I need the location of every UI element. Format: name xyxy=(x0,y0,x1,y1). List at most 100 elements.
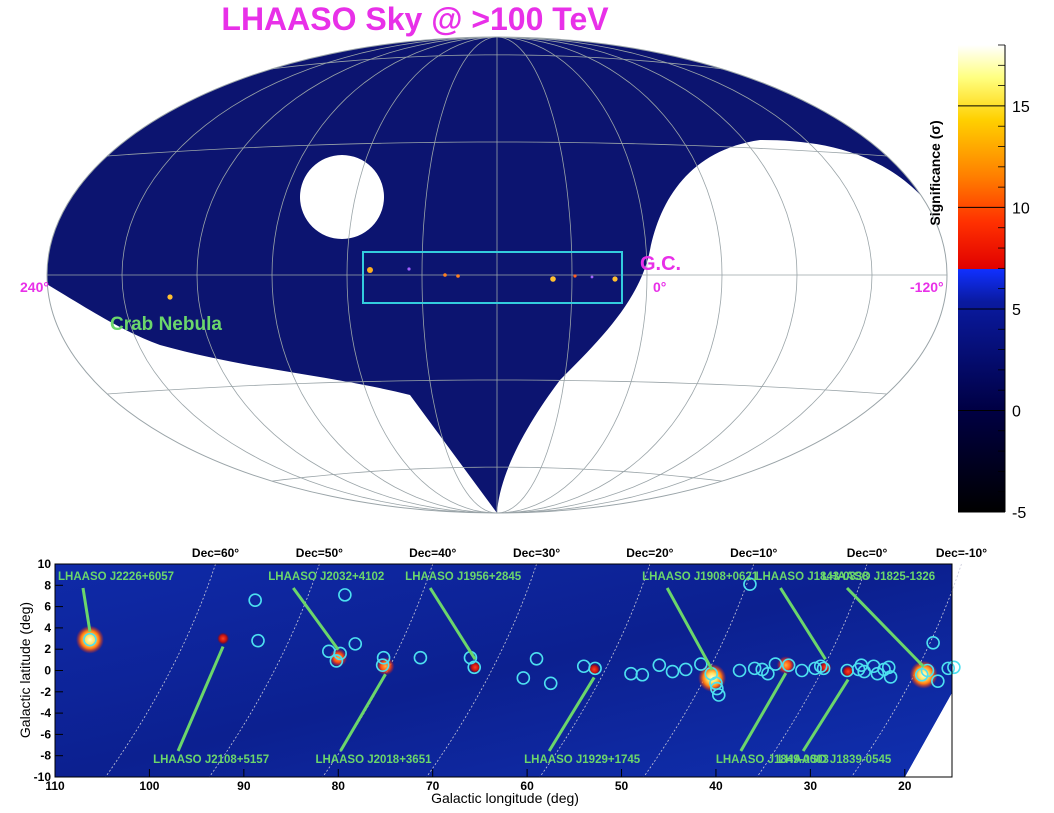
catalog-circle xyxy=(543,676,558,691)
catalog-circle xyxy=(678,662,693,677)
catalog-circle xyxy=(516,671,531,685)
declination-labels: Dec=60° Dec=50° Dec=40° Dec=30° Dec=20° Dec=1… xyxy=(192,546,987,560)
colorbar-label: Significance (σ) xyxy=(927,120,943,225)
source-label: LHAASO J1908+0621 xyxy=(642,571,759,583)
source-leader-line xyxy=(801,678,850,752)
source-leader-line xyxy=(547,676,596,752)
y-tick-label: -8 xyxy=(40,749,51,763)
catalog-circle xyxy=(813,659,828,674)
colorbar-tick-label: 0 xyxy=(1012,403,1021,420)
source-leader-line xyxy=(339,673,387,752)
catalog-circle xyxy=(529,651,544,666)
declination-label: Dec=50° xyxy=(296,546,343,560)
unobserved-region-east xyxy=(497,140,947,513)
source-labels: LHAASO J2226+6057 LHAASO J2108+5157 LHAASO… xyxy=(58,571,935,766)
source-hotspot xyxy=(469,661,482,674)
y-axis-label: Galactic latitude (deg) xyxy=(17,602,33,738)
declination-line xyxy=(643,563,755,778)
source-label: LHAASO J1956+2845 xyxy=(405,571,522,583)
source-leader-line xyxy=(176,645,225,752)
unobserved-hole xyxy=(300,155,384,239)
declination-label: Dec=10° xyxy=(730,546,777,560)
colorbar-tick-label: 10 xyxy=(1012,200,1030,217)
catalog-circle xyxy=(711,688,726,702)
sky-outline xyxy=(46,36,948,514)
sky-map-title: LHAASO Sky @ >100 TeV xyxy=(221,1,609,37)
y-tick-label: 10 xyxy=(38,557,52,571)
sky-source xyxy=(590,275,594,279)
catalog-circle xyxy=(83,632,97,647)
catalog-circle xyxy=(467,660,482,675)
catalog-circles xyxy=(83,577,961,702)
catalog-circle xyxy=(348,637,363,651)
catalog-circle xyxy=(376,650,391,665)
x-axis-ticks: 110 100 90 80 70 60 50 40 30 20 xyxy=(45,769,912,793)
catalog-circle xyxy=(947,660,961,675)
plane-unobserved xyxy=(905,693,952,777)
catalog-circle xyxy=(333,646,347,661)
x-tick-label: 60 xyxy=(520,779,534,793)
catalog-circle xyxy=(761,666,775,681)
declination-line xyxy=(209,563,320,778)
catalog-circle xyxy=(883,670,898,684)
sky-source xyxy=(407,267,411,271)
catalog-circle xyxy=(635,667,650,682)
catalog-circle xyxy=(338,588,352,602)
declination-line xyxy=(426,563,537,778)
declination-line xyxy=(105,563,216,778)
catalog-circle xyxy=(413,650,428,665)
sky-parallel xyxy=(107,379,887,395)
lon-label-minus120: -120° xyxy=(910,279,944,295)
catalog-circle xyxy=(870,666,885,681)
declination-label: Dec=-10° xyxy=(936,546,987,560)
crab-nebula-label: Crab Nebula xyxy=(110,314,222,335)
catalog-circle xyxy=(926,636,940,650)
source-leader-line xyxy=(292,587,340,651)
y-axis-ticks: 10 8 6 4 2 0 -2 -4 -6 -8 -10 xyxy=(34,557,63,784)
x-tick-label: 70 xyxy=(426,779,440,793)
catalog-circle xyxy=(694,657,708,671)
source-leader-line xyxy=(779,587,827,661)
colorbar: -5 0 5 10 15 Significance (σ) xyxy=(927,44,1030,522)
source-label: LHAASO J2108+5157 xyxy=(153,754,269,766)
source-label: LHAASO J2018+3651 xyxy=(315,754,432,766)
catalog-circle xyxy=(588,661,602,676)
source-label: LHAASO J1849-0003 xyxy=(716,754,829,766)
declination-label: Dec=30° xyxy=(513,546,560,560)
colorbar-tick-label: 15 xyxy=(1012,99,1030,116)
crab-nebula-source xyxy=(167,294,173,300)
sky-source xyxy=(612,276,618,282)
y-tick-label: -6 xyxy=(40,727,51,741)
source-label: LHAASO J1843-0338 xyxy=(755,571,869,583)
declination-line xyxy=(539,563,651,778)
gc-label: G.C. xyxy=(640,253,681,275)
sky-source xyxy=(550,276,556,282)
galactic-plane-box xyxy=(362,251,623,304)
catalog-circle xyxy=(329,654,344,668)
sky-source xyxy=(573,274,577,278)
sky-graticule xyxy=(47,37,947,513)
source-leader-line xyxy=(739,672,788,752)
catalog-circle xyxy=(251,633,265,648)
source-label: LHAASO J2032+4102 xyxy=(268,571,384,583)
y-tick-label: 4 xyxy=(44,621,51,635)
x-tick-label: 30 xyxy=(804,779,818,793)
x-tick-label: 90 xyxy=(237,779,251,793)
declination-label: Dec=20° xyxy=(626,546,673,560)
catalog-circle xyxy=(710,681,724,696)
catalog-circle xyxy=(652,658,667,672)
colorbar-gradient xyxy=(958,45,1005,512)
catalog-circle xyxy=(816,661,831,676)
declination-label: Dec=60° xyxy=(192,546,239,560)
catalog-circle xyxy=(248,593,262,608)
source-hotspot xyxy=(776,656,795,675)
source-label: LHAASO J1929+1745 xyxy=(524,754,641,766)
y-tick-label: -10 xyxy=(34,770,52,784)
source-leader-line xyxy=(665,587,714,671)
x-tick-label: 80 xyxy=(332,779,346,793)
catalog-circle xyxy=(941,661,956,676)
declination-label: Dec=0° xyxy=(847,546,888,560)
source-leader-line xyxy=(428,587,477,661)
sky-parallel xyxy=(271,54,723,70)
